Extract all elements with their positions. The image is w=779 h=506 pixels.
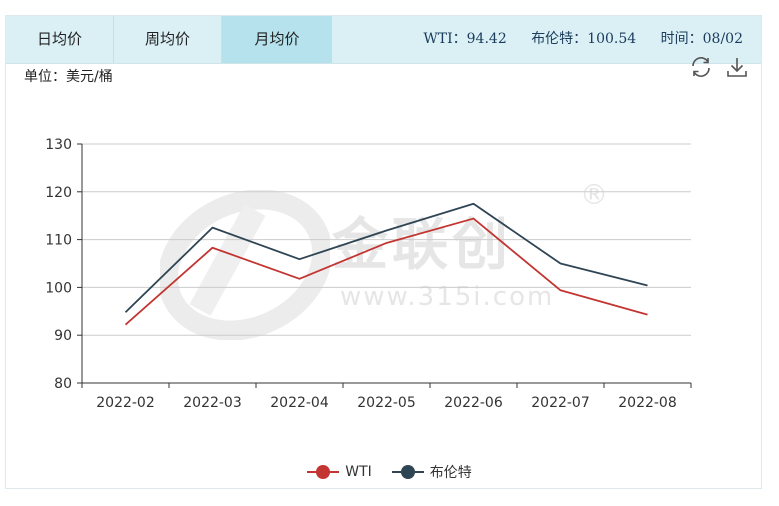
legend-label: WTI	[345, 464, 372, 480]
tab-bar: 日均价 周均价 月均价 WTI：94.42 布伦特：100.54 时间：08/0…	[6, 16, 761, 64]
legend-marker-icon	[391, 465, 424, 479]
y-tick-label: 110	[45, 233, 72, 249]
tab-weekly-average[interactable]: 周均价	[114, 16, 222, 63]
x-tick-label: 2022-07	[531, 395, 590, 411]
brent-value: 100.54	[587, 31, 637, 47]
y-tick-label: 80	[54, 376, 72, 392]
series-lines	[124, 202, 648, 326]
gridlines	[82, 143, 691, 336]
time-value: 08/02	[702, 31, 743, 47]
wti-value: 94.42	[466, 31, 507, 47]
x-tick-label: 2022-04	[270, 395, 329, 411]
x-tick-label: 2022-06	[444, 395, 503, 411]
download-icon[interactable]	[725, 55, 749, 79]
unit-label: 单位：美元/桶	[24, 69, 113, 85]
x-axis: 2022-02 2022-03 2022-04 2022-05 2022-06 2022-…	[81, 382, 692, 411]
legend-item-wti[interactable]: WTI	[307, 464, 372, 480]
series-line-wti	[124, 217, 648, 326]
refresh-icon[interactable]	[689, 55, 713, 79]
tab-monthly-average[interactable]: 月均价	[222, 16, 332, 63]
wti-label: WTI：	[423, 31, 467, 47]
y-tick-label: 130	[45, 137, 72, 153]
tab-daily-average[interactable]: 日均价	[6, 16, 114, 63]
y-tick-label: 100	[45, 280, 72, 296]
series-line-brent	[124, 202, 648, 313]
y-tick-label: 90	[54, 328, 72, 344]
time-label: 时间：	[660, 31, 703, 47]
y-tick-label: 120	[45, 185, 72, 201]
legend-label: 布伦特	[429, 465, 472, 481]
legend: WTI 布伦特	[0, 462, 779, 482]
oil-price-panel: 日均价 周均价 月均价 WTI：94.42 布伦特：100.54 时间：08/0…	[5, 15, 762, 489]
watermark-logo-icon	[157, 189, 333, 344]
x-tick-label: 2022-02	[96, 395, 155, 411]
x-tick-label: 2022-08	[618, 395, 677, 411]
x-tick-label: 2022-05	[357, 395, 416, 411]
x-tick-label: 2022-03	[183, 395, 242, 411]
y-axis: 80 90 100 110 120 130	[45, 137, 83, 392]
price-summary: WTI：94.42 布伦特：100.54 时间：08/02	[423, 16, 743, 63]
brent-label: 布伦特：	[531, 31, 588, 47]
legend-marker-icon	[307, 465, 340, 479]
legend-item-brent[interactable]: 布伦特	[391, 462, 472, 482]
